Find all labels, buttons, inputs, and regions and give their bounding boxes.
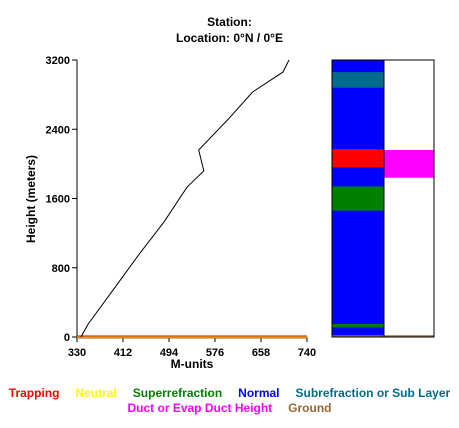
y-tick-label: 1600 [46, 194, 70, 206]
y-tick-label: 800 [52, 263, 70, 275]
layer-band [332, 186, 384, 211]
x-tick-label: 576 [206, 347, 224, 359]
y-tick-label: 3200 [46, 55, 70, 67]
legend-entry: Subrefraction or Sub Layer [295, 386, 451, 400]
x-axis-label: M-units [171, 357, 214, 371]
y-axis-label: Height (meters) [24, 155, 38, 243]
legend-entry: Neutral [75, 386, 117, 400]
location-title: Location: 0°N / 0°E [176, 31, 283, 45]
layer-band [332, 72, 384, 88]
layer-bar [331, 59, 435, 338]
legend-entry: Duct or Evap Duct Height [127, 401, 273, 415]
x-tick-label: 412 [114, 347, 132, 359]
series-layer [77, 59, 307, 339]
chart-axes [72, 59, 308, 342]
x-tick-label: 330 [68, 347, 86, 359]
y-tick-label: 0 [64, 332, 70, 344]
duct-band [384, 150, 434, 178]
tick-labels: 0 800 1600 2400 3200 330 412 494 576 658 740 [46, 55, 317, 359]
legend-row-2: Duct or Evap Duct Height Ground [0, 401, 459, 415]
layer-column-right [384, 60, 434, 337]
x-tick-label: 658 [252, 347, 270, 359]
y-tick-label: 2400 [46, 124, 70, 136]
layer-band [332, 324, 384, 328]
duct-band [384, 335, 434, 338]
m-unit-profile-line [80, 59, 290, 338]
legend-row-1: Trapping Neutral Superrefraction Normal Subr… [0, 386, 459, 400]
layer-bar-frame [331, 59, 435, 338]
legend-entry: Ground [288, 401, 332, 415]
x-tick-label: 494 [160, 347, 179, 359]
layer-band [332, 149, 384, 168]
legend-entry: Normal [238, 386, 280, 400]
layer-band [332, 335, 384, 338]
x-tick-label: 740 [298, 347, 316, 359]
legend-entry: Trapping [8, 386, 60, 400]
station-title: Station: [207, 15, 252, 29]
legend-entry: Superrefraction [132, 386, 223, 400]
